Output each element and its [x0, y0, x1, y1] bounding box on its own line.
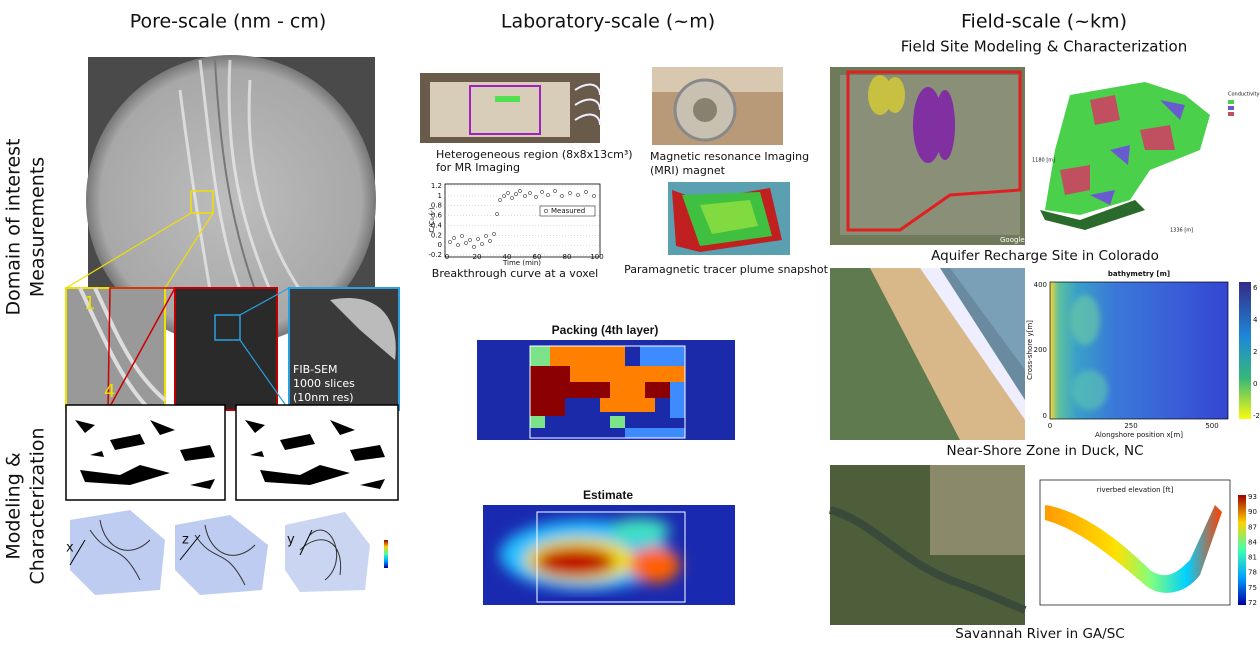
x-tick-label: 250 — [1124, 422, 1137, 430]
axis-label: z — [182, 533, 189, 548]
row-label-line: Modeling & — [3, 452, 25, 559]
caption: Breakthrough curve at a voxel — [432, 267, 598, 280]
packing-grid — [477, 340, 735, 440]
extent-label: 1180 [m] — [1032, 158, 1055, 164]
x-tick-label: 0 — [445, 253, 449, 261]
column-title: Laboratory-scale (~m) — [501, 11, 715, 33]
axis-title: Cross-shore y[m] — [1026, 320, 1034, 380]
axis-label: x — [66, 541, 74, 556]
row-label-line: Characterization — [27, 427, 49, 584]
x-tick-label: 60 — [533, 253, 542, 261]
river-photo — [828, 465, 1027, 625]
zoom-panel: 1 4 — [65, 287, 177, 412]
axis-title: Alongshore position x[m] — [1095, 431, 1183, 439]
colorbar-tick-label: 81 — [1248, 554, 1257, 562]
caption: for MR Imaging — [436, 161, 520, 174]
y-tick-label: 200 — [1034, 346, 1047, 354]
magnet-photo — [652, 67, 783, 145]
x-tick-label: 100 — [590, 253, 603, 261]
sample-photo — [420, 73, 601, 143]
axis-title: Time (min) — [502, 259, 541, 267]
colorbar-tick-label: 78 — [1248, 569, 1257, 577]
caption: Paramagnetic tracer plume snapshot — [624, 263, 828, 276]
colorbar-tick-label: 6 — [1253, 284, 1258, 292]
axis-label: y — [287, 533, 295, 548]
y-tick-label: 0.2 — [431, 231, 442, 239]
y-tick-label: 0.8 — [431, 202, 442, 210]
y-tick-label: 0.6 — [431, 212, 443, 220]
colorbar-tick-label: 72 — [1248, 599, 1257, 607]
pore-3d-renders: x z y — [66, 510, 388, 595]
caption: Magnetic resonance Imaging — [650, 150, 809, 163]
riverbed-plot: riverbed elevation [ft] 93 90 87 84 81 78 75 72 — [1039, 479, 1257, 607]
x-tick-label: 0 — [1048, 422, 1052, 430]
breakthrough-plot: 1.210.80.60.40.20-0.2 0 20 40 60 80 100 Measu… — [428, 182, 604, 267]
colorbar-tick-label: 84 — [1248, 538, 1257, 546]
row-label-line: Measurements — [27, 157, 49, 297]
colorbar-tick-label: -2 — [1253, 412, 1260, 420]
plot-title: riverbed elevation [ft] — [1097, 486, 1174, 494]
y-tick-label: -0.2 — [428, 251, 442, 259]
fib-sem-label: 1000 slices — [293, 377, 355, 390]
caption: Near-Shore Zone in Duck, NC — [946, 443, 1143, 459]
binary-image — [65, 404, 399, 501]
colorbar-tick-label: 0 — [1253, 380, 1257, 388]
y-tick-label: 0 — [438, 241, 442, 249]
fib-sem-label: (10nm res) — [293, 391, 354, 404]
plot-title: bathymetry [m] — [1108, 270, 1170, 278]
sem-panel — [174, 287, 290, 411]
colorbar-tick-label: 93 — [1248, 493, 1257, 501]
caption: Savannah River in GA/SC — [955, 626, 1124, 642]
colorbar-tick-label: 4 — [1253, 316, 1258, 324]
column-subtitle: Field Site Modeling & Characterization — [901, 38, 1187, 56]
bathymetry-plot: bathymetry [m] Cross-shore y[m] Alongsho… — [1026, 270, 1260, 439]
y-tick-label: 400 — [1034, 281, 1047, 289]
y-tick-label: 0.4 — [431, 221, 443, 229]
zoom-label: 1 — [84, 293, 95, 314]
x-tick-label: 80 — [563, 253, 572, 261]
x-tick-label: 20 — [473, 253, 482, 261]
aquifer-satellite: Google earth — [830, 67, 1046, 245]
caption: Heterogeneous region (8x8x13cm³) — [436, 148, 633, 161]
x-tick-label: 40 — [503, 253, 512, 261]
column-title: Field-scale (~km) — [961, 11, 1127, 33]
y-tick-label: 1.2 — [431, 182, 442, 190]
beach-photo — [830, 268, 1025, 440]
legend-title: Conductivity — [1228, 92, 1259, 98]
colorbar-tick-label: 2 — [1253, 348, 1257, 356]
panel-title: Estimate — [583, 488, 633, 502]
zoom-label: 4 — [104, 381, 115, 402]
colorbar-tick-label: 90 — [1248, 508, 1257, 516]
conductivity-3d: Conductivity 1180 [m] 1336 [m] — [1032, 67, 1259, 245]
caption: (MRI) magnet — [650, 164, 726, 177]
colorbar-tick-label: 87 — [1248, 523, 1257, 531]
x-tick-label: 500 — [1205, 422, 1218, 430]
fib-sem-panel: FIB-SEM 1000 slices (10nm res) — [288, 287, 400, 411]
watermark: Google earth — [1000, 236, 1046, 244]
row-label: Domain of interest Measurements — [3, 138, 49, 315]
panel-title: Packing (4th layer) — [552, 323, 659, 337]
estimate-heatmap — [483, 505, 735, 605]
plume-image — [668, 182, 790, 255]
legend-label: Measured — [551, 207, 585, 215]
column-title: Pore-scale (nm - cm) — [130, 11, 327, 33]
caption: Aquifer Recharge Site in Colorado — [931, 248, 1159, 264]
fib-sem-label: FIB-SEM — [293, 363, 338, 376]
axis-title: C/C₀ (-) — [428, 207, 436, 232]
row-label-line: Domain of interest — [3, 138, 25, 315]
ct-image — [86, 55, 376, 345]
colorbar-tick-label: 75 — [1248, 584, 1257, 592]
row-label: Modeling & Characterization — [3, 427, 49, 584]
y-tick-label: 1 — [438, 192, 442, 200]
y-tick-label: 0 — [1043, 412, 1047, 420]
extent-label: 1336 [m] — [1170, 228, 1193, 234]
